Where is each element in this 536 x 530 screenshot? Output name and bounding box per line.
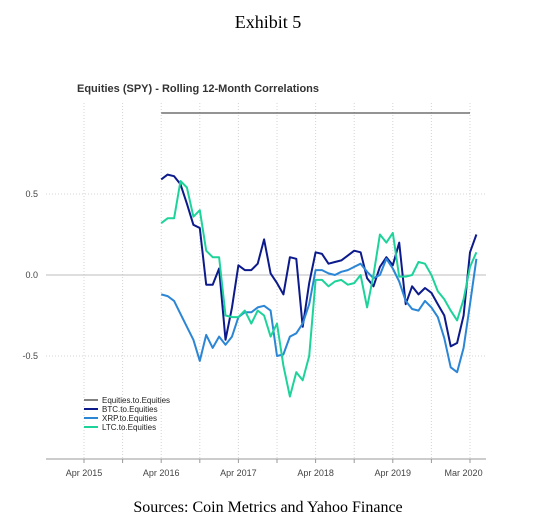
x-tick-label: Apr 2016 bbox=[143, 468, 180, 478]
x-tick-label: Apr 2018 bbox=[297, 468, 334, 478]
source-note: Sources: Coin Metrics and Yahoo Finance bbox=[133, 499, 403, 516]
series-line-xrp-to-equities bbox=[160, 257, 478, 374]
axes: Apr 2015 Apr 2016 Apr 2017 Apr 2018 Apr 2019… bbox=[22, 189, 486, 478]
exhibit-title: Exhibit 5 bbox=[234, 12, 302, 32]
x-tick-label: Apr 2017 bbox=[220, 468, 257, 478]
legend: Equities.to.EquitiesBTC.to.EquitiesXRP.t… bbox=[84, 396, 170, 432]
chart-title: Equities (SPY) - Rolling 12-Month Correl… bbox=[77, 83, 319, 95]
correlation-line-chart: Equities (SPY) - Rolling 12-Month Correl… bbox=[22, 83, 486, 478]
series-line-ltc-to-equities bbox=[160, 180, 478, 398]
y-tick-label: 0.5 bbox=[25, 189, 38, 199]
legend-label: XRP.to.Equities bbox=[102, 414, 157, 423]
legend-label: Equities.to.Equities bbox=[102, 396, 170, 405]
x-tick-label: Apr 2019 bbox=[375, 468, 412, 478]
y-tick-label: 0.0 bbox=[25, 270, 38, 280]
legend-label: LTC.to.Equities bbox=[102, 423, 156, 432]
y-tick-label: -0.5 bbox=[22, 351, 38, 361]
series-line-btc-to-equities bbox=[160, 173, 478, 348]
plot-background bbox=[46, 103, 486, 459]
series-lines bbox=[160, 112, 478, 398]
legend-label: BTC.to.Equities bbox=[102, 405, 158, 414]
x-tick-label: Mar 2020 bbox=[445, 468, 483, 478]
x-tick-label: Apr 2015 bbox=[66, 468, 103, 478]
